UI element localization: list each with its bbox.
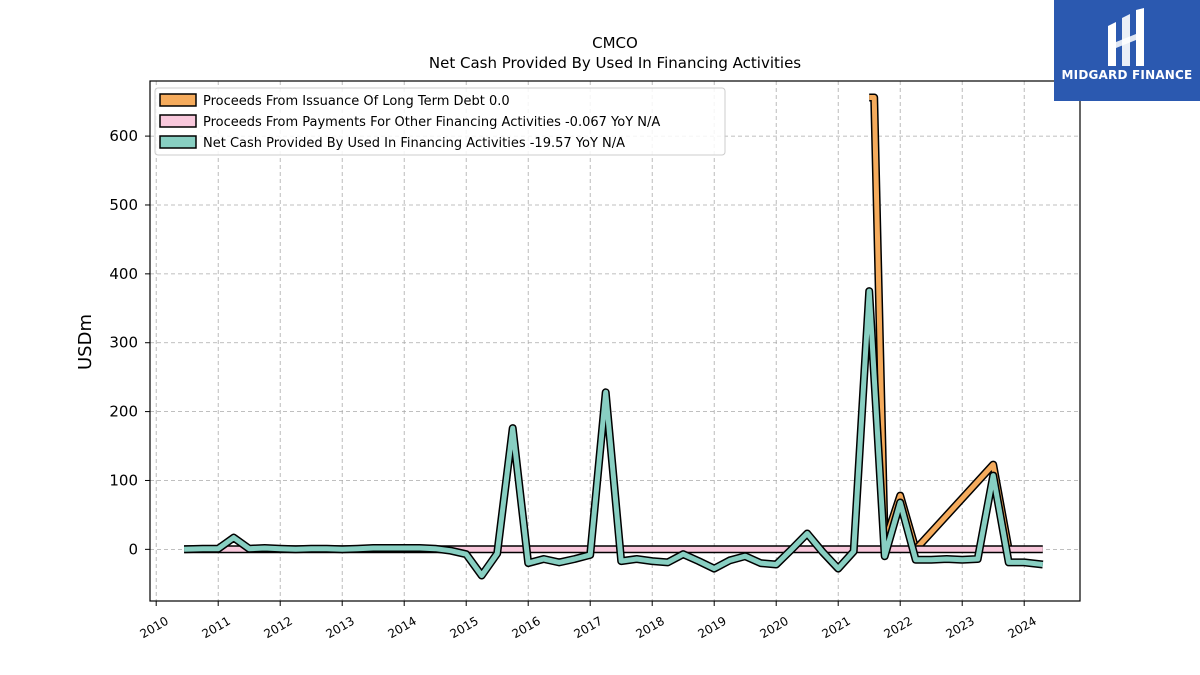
y-axis-label: USDm bbox=[75, 314, 96, 370]
x-tick-label: 2014 bbox=[385, 614, 418, 641]
chart-title: CMCO bbox=[592, 34, 638, 52]
x-tick-label: 2013 bbox=[323, 614, 356, 641]
legend-entry: Net Cash Provided By Used In Financing A… bbox=[203, 136, 625, 151]
chart-subtitle: Net Cash Provided By Used In Financing A… bbox=[429, 54, 801, 72]
axes: 0 100 200 300 400 500 600 2010 2011 2012 2013 2014 2… bbox=[109, 127, 1039, 641]
legend: Proceeds From Issuance Of Long Term Debt… bbox=[154, 87, 726, 156]
legend-swatch bbox=[159, 135, 197, 149]
y-tick-label: 600 bbox=[109, 127, 138, 145]
y-tick-label: 400 bbox=[109, 265, 138, 283]
x-tick-label: 2015 bbox=[447, 614, 480, 641]
series-net-cash-financing-line bbox=[184, 288, 1044, 578]
plot-frame bbox=[149, 80, 1081, 602]
y-tick-label: 0 bbox=[128, 540, 138, 558]
legend-box bbox=[154, 87, 726, 156]
x-tick-label: 2017 bbox=[571, 614, 604, 641]
y-tick-label: 300 bbox=[109, 334, 138, 352]
y-tick-label: 200 bbox=[109, 403, 138, 421]
x-tick-label: 2018 bbox=[633, 614, 666, 641]
x-tick-label: 2012 bbox=[261, 614, 294, 641]
x-tick-label: 2016 bbox=[509, 614, 542, 641]
x-tick-label: 2022 bbox=[881, 614, 914, 641]
legend-entry: Proceeds From Issuance Of Long Term Debt… bbox=[203, 94, 510, 109]
x-tick-label: 2023 bbox=[943, 614, 976, 641]
x-tick-label: 2010 bbox=[137, 614, 170, 641]
x-tick-label: 2019 bbox=[695, 614, 728, 641]
legend-entry: Proceeds From Payments For Other Financi… bbox=[203, 115, 660, 130]
y-tick-label: 500 bbox=[109, 196, 138, 214]
brand-logo: MIDGARD FINANCE bbox=[1054, 0, 1200, 101]
midgard-logo-icon bbox=[1108, 8, 1144, 66]
x-tick-label: 2021 bbox=[819, 614, 852, 641]
plot-area bbox=[183, 93, 1044, 580]
x-tick-label: 2024 bbox=[1005, 614, 1038, 641]
x-tick-label: 2020 bbox=[757, 614, 790, 641]
y-tick-label: 100 bbox=[109, 471, 138, 489]
legend-swatch bbox=[159, 93, 197, 107]
x-tick-label: 2011 bbox=[199, 614, 232, 641]
legend-swatch bbox=[159, 114, 197, 128]
brand-name: MIDGARD FINANCE bbox=[1061, 68, 1193, 82]
